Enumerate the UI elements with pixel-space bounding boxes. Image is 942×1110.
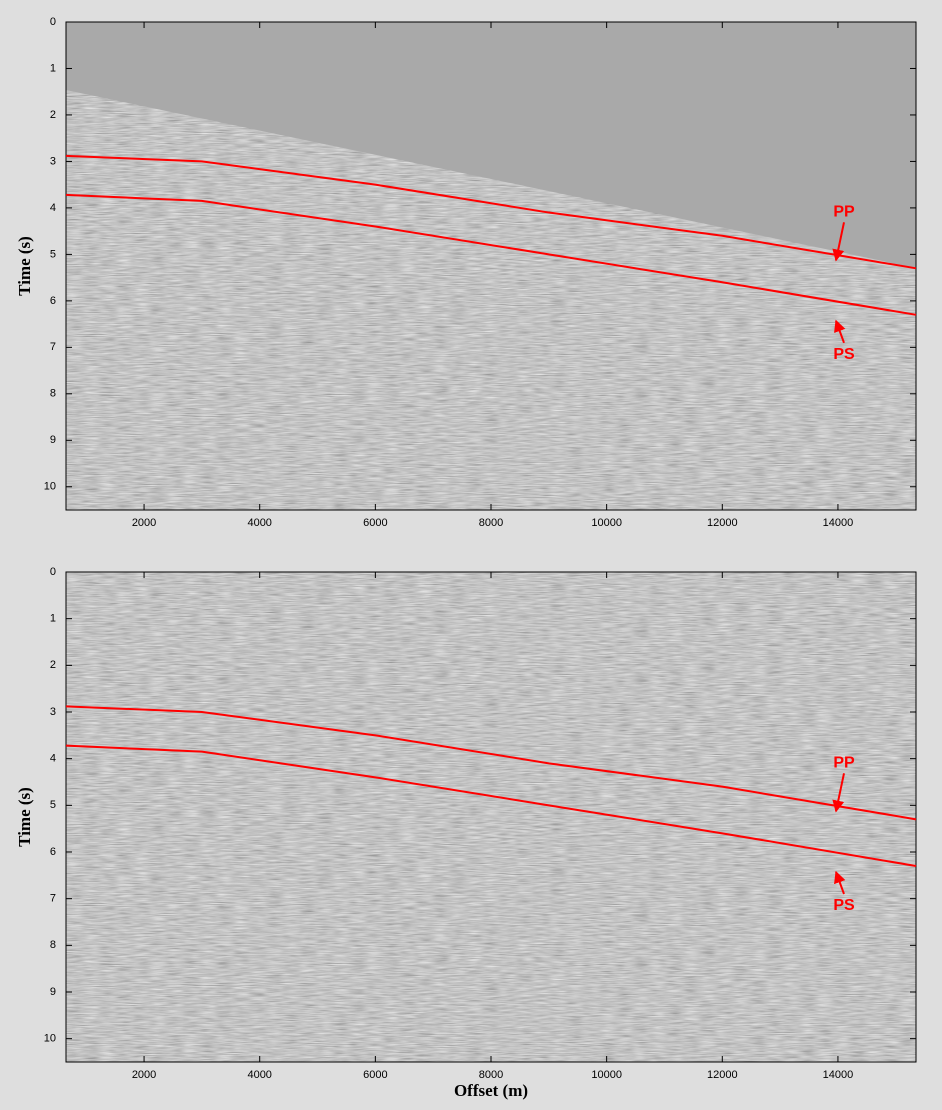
- curve-annotation: PP: [833, 755, 855, 772]
- y-tick-label: 10: [44, 481, 56, 493]
- seismic-texture: [66, 572, 916, 1062]
- y-tick-label: 1: [50, 613, 56, 625]
- annotation-arrow: [832, 222, 845, 262]
- x-tick-label: 10000: [591, 517, 622, 529]
- horizon-curve: [65, 193, 917, 316]
- x-tick-label: 2000: [132, 517, 156, 529]
- x-axis-label: Offset (m): [454, 1081, 528, 1100]
- x-tick-label: 8000: [479, 1069, 503, 1081]
- annotation-arrow: [834, 319, 846, 344]
- x-tick-label: 10000: [591, 1069, 622, 1081]
- x-tick-label: 14000: [823, 1069, 854, 1081]
- horizon-curve: [65, 705, 917, 821]
- y-tick-label: 5: [50, 799, 56, 811]
- y-tick-label: 4: [50, 753, 56, 765]
- y-axis-label: Time (s): [15, 787, 34, 847]
- annotation-arrow: [832, 773, 845, 813]
- y-tick-label: 8: [50, 939, 56, 951]
- horizon-curve: [65, 154, 917, 270]
- x-tick-label: 12000: [707, 517, 738, 529]
- y-tick-label: 0: [50, 16, 56, 28]
- y-tick-label: 9: [50, 986, 56, 998]
- curve-annotation: PS: [833, 897, 855, 914]
- pre-arrival-zone: [66, 22, 916, 268]
- y-tick-label: 3: [50, 706, 56, 718]
- y-tick-label: 10: [44, 1033, 56, 1045]
- y-tick-label: 0: [50, 566, 56, 578]
- horizon-curve: [65, 744, 917, 867]
- y-tick-label: 1: [50, 62, 56, 74]
- y-tick-label: 3: [50, 155, 56, 167]
- y-tick-label: 9: [50, 434, 56, 446]
- y-tick-label: 8: [50, 388, 56, 400]
- y-tick-label: 7: [50, 893, 56, 905]
- x-tick-label: 4000: [247, 1069, 271, 1081]
- y-tick-label: 2: [50, 109, 56, 121]
- y-axis-label: Time (s): [15, 236, 34, 296]
- curve-annotation: PP: [833, 204, 855, 221]
- y-tick-label: 7: [50, 341, 56, 353]
- y-tick-label: 6: [50, 295, 56, 307]
- y-tick-label: 4: [50, 202, 56, 214]
- x-tick-label: 6000: [363, 1069, 387, 1081]
- x-tick-label: 6000: [363, 517, 387, 529]
- x-tick-label: 2000: [132, 1069, 156, 1081]
- annotation-arrow: [834, 870, 846, 895]
- x-tick-label: 4000: [247, 517, 271, 529]
- x-tick-label: 12000: [707, 1069, 738, 1081]
- curve-annotation: PS: [833, 346, 855, 363]
- x-tick-label: 8000: [479, 517, 503, 529]
- x-tick-label: 14000: [823, 517, 854, 529]
- y-tick-label: 6: [50, 846, 56, 858]
- y-tick-label: 5: [50, 248, 56, 260]
- y-tick-label: 2: [50, 659, 56, 671]
